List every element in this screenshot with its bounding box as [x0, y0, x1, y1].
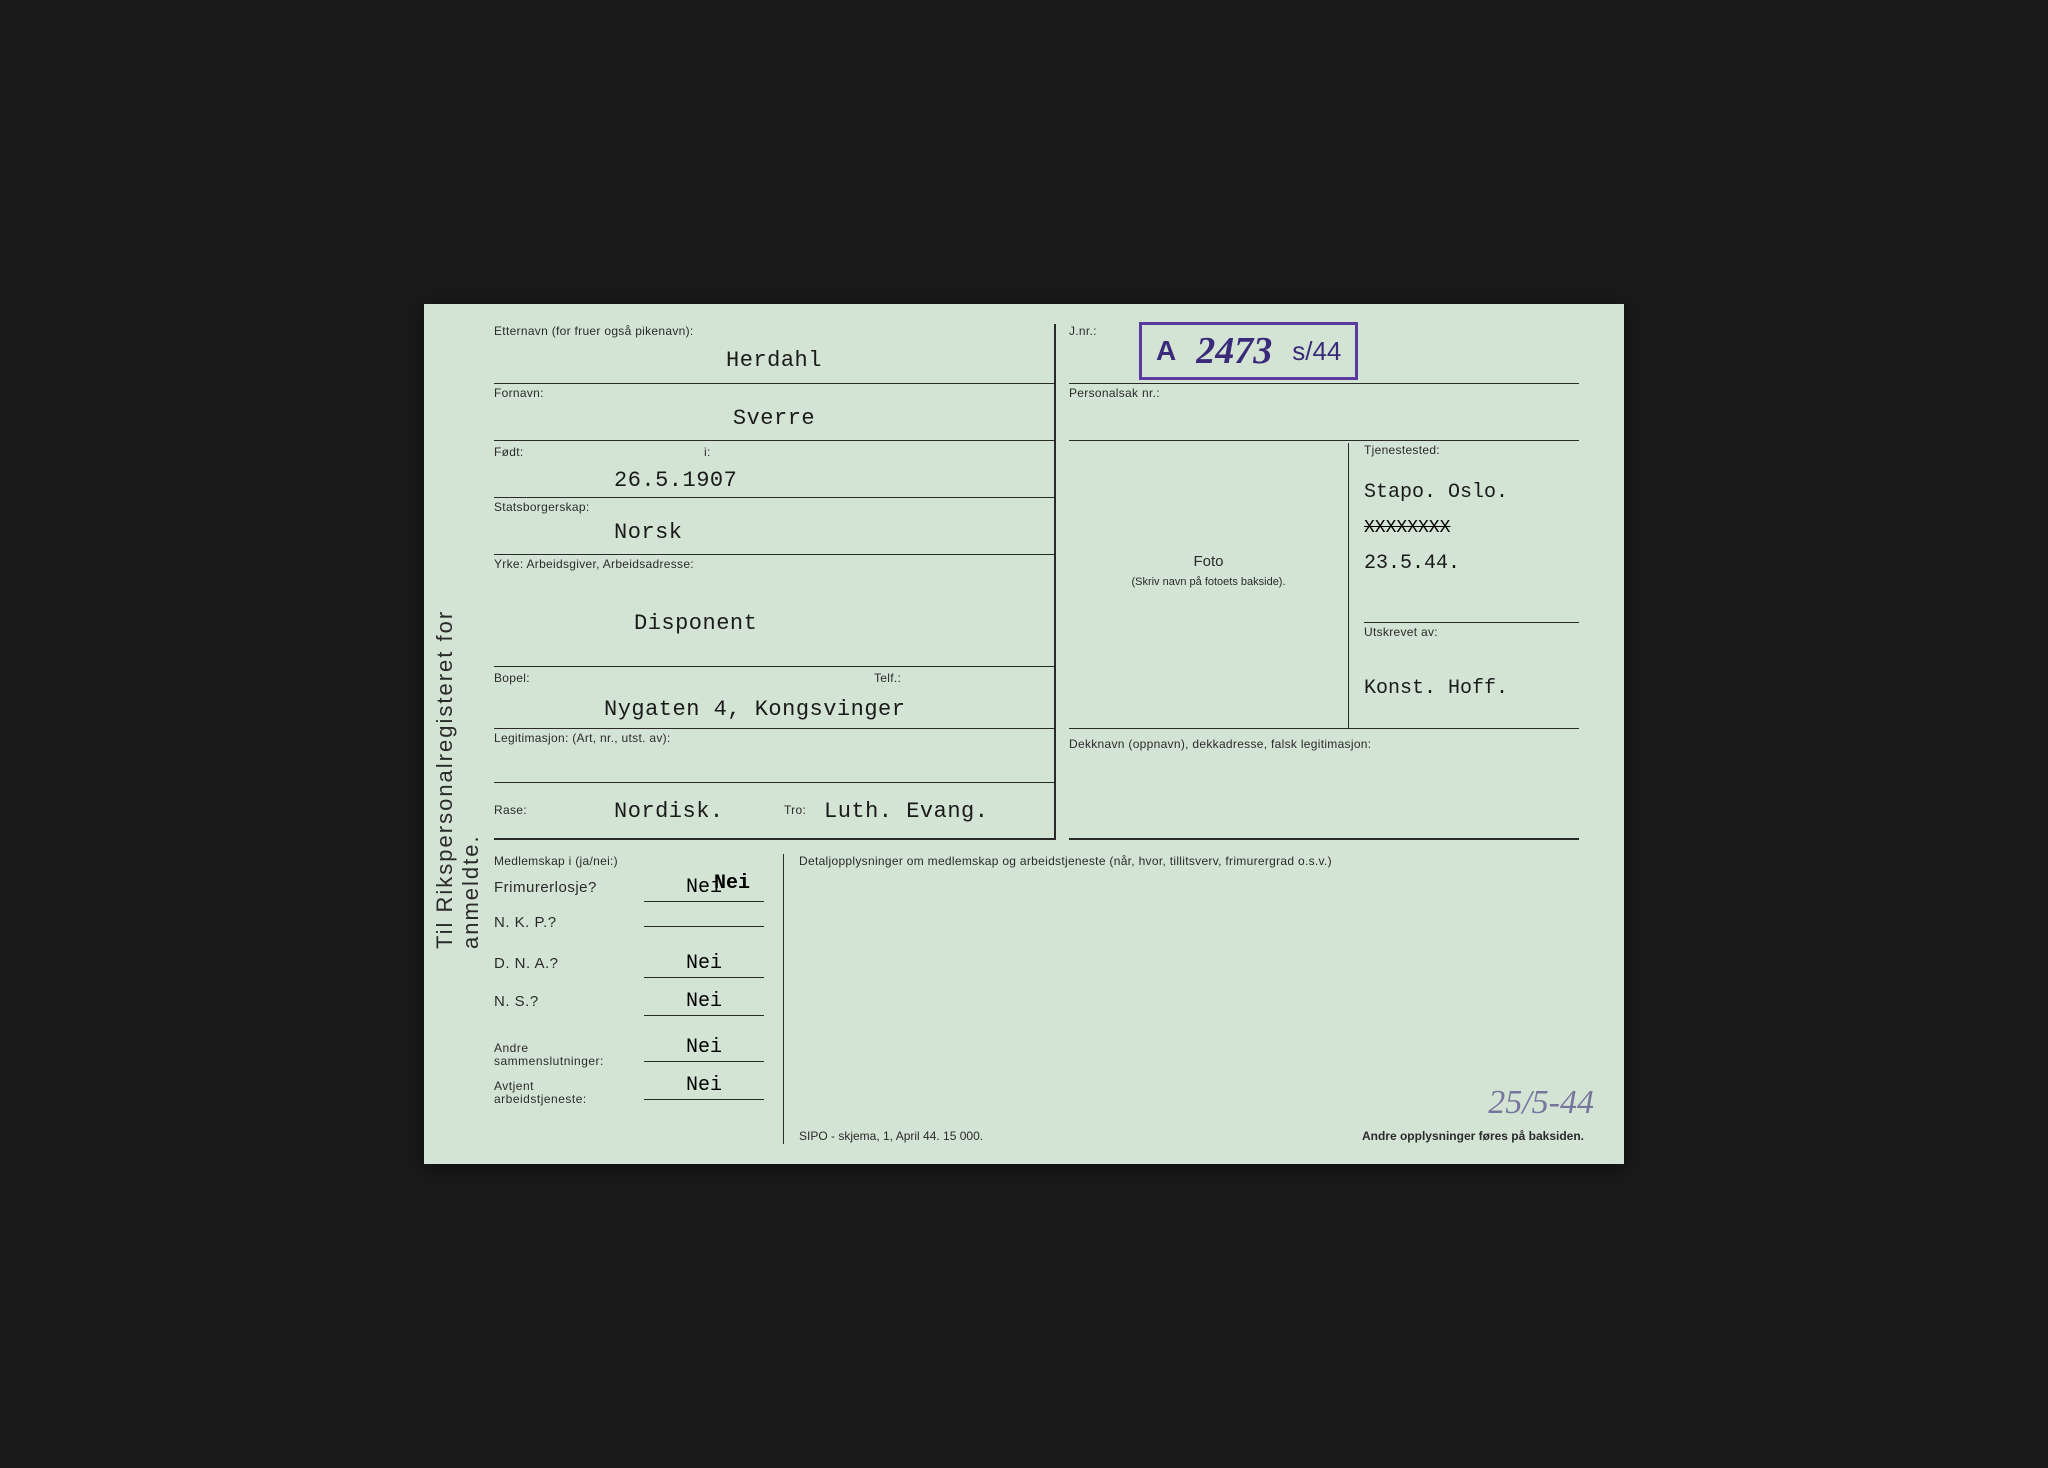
field-etternavn: Etternavn (for fruer også pikenavn): Her…	[494, 324, 1054, 384]
foto-bottom-line	[1069, 727, 1579, 729]
value-nkp	[644, 924, 764, 927]
footer-left: SIPO - skjema, 1, April 44. 15 000.	[799, 1129, 983, 1143]
field-bopel: Bopel: Telf.: Nygaten 4, Kongsvinger	[494, 669, 1054, 729]
value-tjenestested: Stapo. Oslo.	[1364, 481, 1579, 504]
row-dna: D. N. A.? Nei	[494, 952, 783, 990]
value-tjenestested-date: 23.5.44.	[1364, 552, 1579, 575]
label-yrke: Yrke: Arbeidsgiver, Arbeidsadresse:	[494, 557, 1054, 571]
value-andre: Nei	[644, 1036, 764, 1062]
handwritten-date: 25/5-44	[1488, 1084, 1594, 1122]
value-utskrevet: Konst. Hoff.	[1364, 677, 1579, 700]
label-foto: Foto	[1069, 553, 1348, 570]
field-tjenestested: Tjenestested: Stapo. Oslo. XXXXXXXX 23.5…	[1364, 443, 1579, 623]
label-ns: N. S.?	[494, 993, 644, 1010]
value-tro: Luth. Evang.	[824, 799, 988, 824]
label-fornavn: Fornavn:	[494, 386, 1054, 400]
vertical-title: Til Rikspersonalregisteret for anmeldte.	[432, 519, 484, 949]
value-frimurer: NeiNei	[644, 876, 764, 902]
value-tjenestested-strike: XXXXXXXX	[1364, 518, 1579, 538]
row-andre: Andre sammenslutninger: Nei	[494, 1036, 783, 1074]
field-detalj: Detaljopplysninger om medlemskap og arbe…	[799, 854, 1579, 868]
footer-right: Andre opplysninger føres på baksiden.	[1362, 1129, 1584, 1143]
divider-vertical-1	[1054, 324, 1056, 840]
field-fodt: Født: i: 26.5.1907	[494, 443, 1054, 498]
field-rase-tro: Rase: Nordisk. Tro: Luth. Evang.	[494, 785, 1054, 840]
membership-block: Medlemskap i (ja/nei:) Frimurerlosje? Ne…	[494, 854, 784, 1144]
stamp-number: 2473	[1196, 329, 1272, 373]
label-bopel: Bopel:	[494, 671, 530, 685]
value-bopel: Nygaten 4, Kongsvinger	[604, 697, 905, 722]
field-legitimasjon: Legitimasjon: (Art, nr., utst. av):	[494, 731, 1054, 783]
field-statsborgerskap: Statsborgerskap: Norsk	[494, 500, 1054, 555]
label-foto-note: (Skriv navn på fotoets bakside).	[1069, 576, 1348, 588]
label-medlemskap: Medlemskap i (ja/nei:)	[494, 854, 783, 868]
value-ns: Nei	[644, 990, 764, 1016]
value-dna: Nei	[644, 952, 764, 978]
label-nkp: N. K. P.?	[494, 914, 644, 931]
label-statsborgerskap: Statsborgerskap:	[494, 500, 1054, 514]
label-detalj: Detaljopplysninger om medlemskap og arbe…	[799, 854, 1579, 868]
label-frimurer: Frimurerlosje?	[494, 879, 644, 896]
label-legitimasjon: Legitimasjon: (Art, nr., utst. av):	[494, 731, 1054, 745]
label-utskrevet: Utskrevet av:	[1364, 625, 1579, 639]
foto-box: Foto (Skriv navn på fotoets bakside).	[1069, 443, 1349, 729]
value-fodt: 26.5.1907	[614, 468, 737, 493]
row-avtjent: Avtjent arbeidstjeneste: Nei	[494, 1074, 783, 1112]
stamp-a: A	[1156, 335, 1176, 367]
label-avtjent: Avtjent arbeidstjeneste:	[494, 1080, 644, 1106]
label-fodt: Født:	[494, 445, 524, 459]
row-frimurer: Frimurerlosje? NeiNei	[494, 876, 783, 914]
field-personalsak: Personalsak nr.:	[1069, 386, 1579, 441]
field-utskrevet: Utskrevet av: Konst. Hoff.	[1364, 625, 1579, 727]
row-nkp: N. K. P.?	[494, 914, 783, 952]
label-dekknavn: Dekknavn (oppnavn), dekkadresse, falsk l…	[1069, 737, 1579, 751]
value-avtjent: Nei	[644, 1074, 764, 1100]
value-yrke: Disponent	[634, 611, 1054, 636]
value-fornavn: Sverre	[494, 406, 1054, 431]
label-rase: Rase:	[494, 803, 527, 817]
stamp-s44: s/44	[1292, 336, 1341, 367]
label-telf: Telf.:	[874, 671, 901, 685]
label-fodt-i: i:	[704, 445, 711, 459]
jnr-stamp: A 2473 s/44	[1139, 322, 1358, 380]
label-etternavn: Etternavn (for fruer også pikenavn):	[494, 324, 1054, 338]
value-rase: Nordisk.	[614, 799, 724, 824]
row-ns: N. S.? Nei	[494, 990, 783, 1028]
label-tro: Tro:	[784, 803, 806, 817]
field-jnr: J.nr.: A 2473 s/44	[1069, 324, 1579, 384]
value-etternavn: Herdahl	[494, 348, 1054, 373]
card-body: Etternavn (for fruer også pikenavn): Her…	[494, 324, 1584, 1144]
label-andre-sammen: Andre sammenslutninger:	[494, 1042, 644, 1068]
field-fornavn: Fornavn: Sverre	[494, 386, 1054, 441]
registration-card: Til Rikspersonalregisteret for anmeldte.…	[424, 304, 1624, 1164]
label-personalsak: Personalsak nr.:	[1069, 386, 1579, 400]
field-dekknavn: Dekknavn (oppnavn), dekkadresse, falsk l…	[1069, 731, 1579, 840]
label-dna: D. N. A.?	[494, 955, 644, 972]
field-yrke: Yrke: Arbeidsgiver, Arbeidsadresse: Disp…	[494, 557, 1054, 667]
value-statsborgerskap: Norsk	[614, 520, 1054, 545]
label-tjenestested: Tjenestested:	[1364, 443, 1579, 457]
